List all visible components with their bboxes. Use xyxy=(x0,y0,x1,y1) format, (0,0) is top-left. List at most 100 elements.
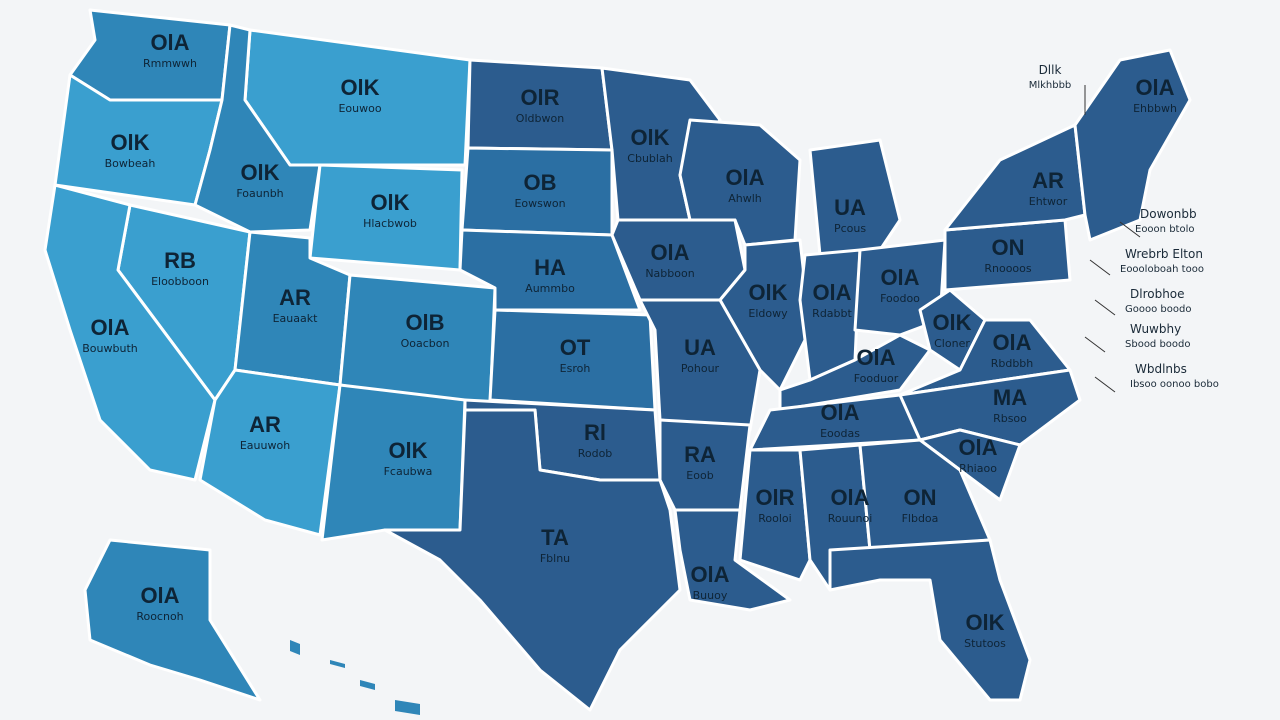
state-sublabel: Foaunbh xyxy=(236,187,283,200)
state-label: OlK xyxy=(240,160,279,185)
state-shape xyxy=(383,408,682,712)
state-label: OlA xyxy=(725,165,764,190)
state-sublabel: Eoob xyxy=(686,469,713,482)
state-sublabel: Ehtwor xyxy=(1029,195,1068,208)
state-label: OlA xyxy=(90,315,129,340)
state-sublabel: Eauuwoh xyxy=(240,439,290,452)
legend-title: Dllk xyxy=(1039,63,1062,77)
state-label: OlK xyxy=(370,190,409,215)
state-sublabel: Aummbo xyxy=(525,282,575,295)
callout-title: Wuwbhy xyxy=(1130,322,1181,336)
state-label: OlK xyxy=(748,280,787,305)
state-label: OT xyxy=(560,335,591,360)
island xyxy=(290,640,300,655)
leader-line xyxy=(1119,221,1141,238)
state-sublabel: Pohour xyxy=(681,362,720,375)
state-sublabel: Ehbbwh xyxy=(1133,102,1177,115)
state-label: OlR xyxy=(755,485,794,510)
state-shape xyxy=(808,138,902,257)
state-sublabel: Buuoy xyxy=(693,589,728,602)
state-shape xyxy=(673,508,792,612)
state-sublabel: Eoodas xyxy=(820,427,860,440)
callout-title: Wbdlnbs xyxy=(1135,362,1187,376)
callout-title: Wrebrb Elton xyxy=(1125,247,1203,261)
callout-text: Ibsoo oonoo bobo xyxy=(1130,379,1219,390)
state-label: AR xyxy=(249,412,281,437)
state-label: OlA xyxy=(880,265,919,290)
state-label: OlK xyxy=(110,130,149,155)
state-shape xyxy=(858,438,992,552)
state-sublabel: Ahwlh xyxy=(728,192,762,205)
state-shape xyxy=(43,183,217,482)
state-shape xyxy=(1073,48,1192,242)
state-label: OlR xyxy=(520,85,559,110)
state-sublabel: Eauaakt xyxy=(273,312,319,325)
state-sublabel: Foodoo xyxy=(880,292,920,305)
state-label: ON xyxy=(992,235,1025,260)
state-sublabel: Rbsoo xyxy=(993,412,1027,425)
state-label: OlA xyxy=(1135,75,1174,100)
state-label: OlK xyxy=(388,438,427,463)
state-sublabel: Fcaubwa xyxy=(384,465,433,478)
state-shapes xyxy=(43,8,1192,715)
state-sublabel: Stutoos xyxy=(964,637,1006,650)
callout-text: Eooon btolo xyxy=(1135,224,1194,235)
state-label: OlA xyxy=(856,345,895,370)
state-sublabel: Pcous xyxy=(834,222,866,235)
state-sublabel: Rooloi xyxy=(758,512,791,525)
state-shape xyxy=(83,538,262,702)
state-label: MA xyxy=(993,385,1027,410)
state-label: OlA xyxy=(650,240,689,265)
callout-text: Goooo boodo xyxy=(1125,304,1191,315)
state-label: HA xyxy=(534,255,566,280)
state-sublabel: Fooduor xyxy=(854,372,899,385)
state-shape xyxy=(488,308,657,412)
state-label: OB xyxy=(524,170,557,195)
leader-line xyxy=(1094,299,1116,316)
leader-line xyxy=(1089,259,1111,276)
state-sublabel: Eowswon xyxy=(514,197,565,210)
state-sublabel: Bouwbuth xyxy=(82,342,138,355)
state-shape xyxy=(193,23,322,234)
leader-line xyxy=(1084,336,1106,353)
state-sublabel: Cloner xyxy=(934,337,970,350)
state-sublabel: Rmmwwh xyxy=(143,57,197,70)
legend-subtitle: Mlkhbbb xyxy=(1029,80,1072,91)
state-label: AR xyxy=(1032,168,1064,193)
state-label: OlA xyxy=(830,485,869,510)
state-label: UA xyxy=(684,335,716,360)
state-sublabel: Rodob xyxy=(578,447,613,460)
state-label: RB xyxy=(164,248,196,273)
state-shape xyxy=(68,8,232,102)
state-sublabel: Rhiaoo xyxy=(959,462,997,475)
state-sublabel: Rnoooos xyxy=(984,262,1032,275)
state-label: OlA xyxy=(690,562,729,587)
state-sublabel: Bowbeah xyxy=(105,157,156,170)
state-sublabel: Nabboon xyxy=(645,267,694,280)
state-sublabel: Fblnu xyxy=(540,552,570,565)
state-sublabel: Cbublah xyxy=(627,152,672,165)
callout-text: Eoooloboah tooo xyxy=(1120,264,1204,275)
state-label: OlB xyxy=(405,310,444,335)
callout-text: Sbood boodo xyxy=(1125,339,1191,350)
state-sublabel: Rbdbbh xyxy=(991,357,1034,370)
state-sublabel: Eloobboon xyxy=(151,275,209,288)
leader-line xyxy=(1094,376,1116,393)
state-shape xyxy=(718,238,812,392)
state-sublabel: Hlacbwob xyxy=(363,217,417,230)
state-sublabel: Oldbwon xyxy=(516,112,564,125)
island xyxy=(395,700,420,715)
state-sublabel: Roocnoh xyxy=(136,610,183,623)
state-label: UA xyxy=(834,195,866,220)
state-label: TA xyxy=(541,525,569,550)
state-label: OlA xyxy=(150,30,189,55)
state-shape xyxy=(943,123,1087,232)
state-label: ON xyxy=(904,485,937,510)
state-label: OlA xyxy=(820,400,859,425)
state-sublabel: Ooacbon xyxy=(401,337,450,350)
state-sublabel: Eldowy xyxy=(748,307,788,320)
state-label: OlK xyxy=(965,610,1004,635)
callout-title: Dlrobhoe xyxy=(1130,287,1185,301)
state-label: OlA xyxy=(140,583,179,608)
state-label: OlK xyxy=(630,125,669,150)
